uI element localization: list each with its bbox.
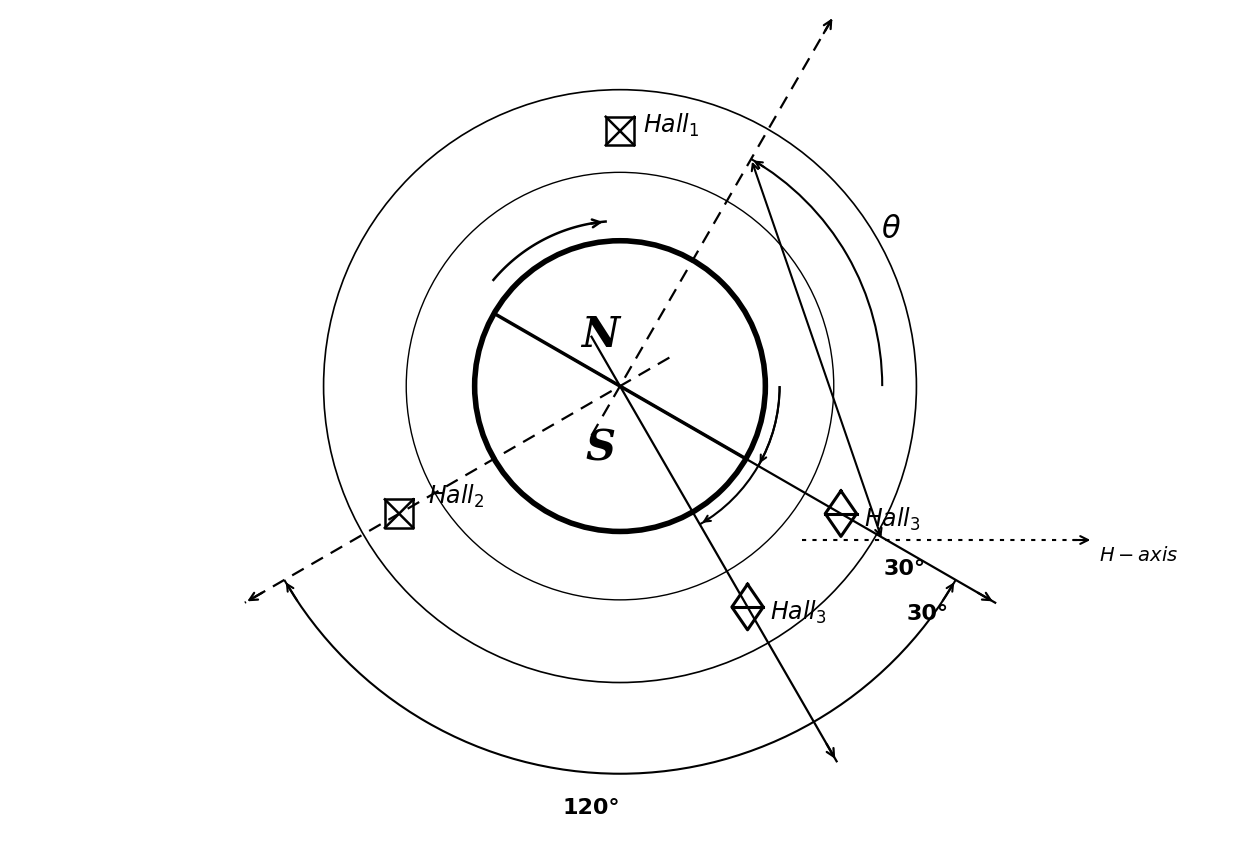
Circle shape [475, 241, 765, 532]
Text: 120°: 120° [563, 798, 620, 818]
Text: $H-axis$: $H-axis$ [1099, 546, 1178, 565]
Text: $Hall_2$: $Hall_2$ [428, 483, 484, 510]
Text: $Hall_3$: $Hall_3$ [770, 599, 827, 626]
Text: 30°: 30° [884, 559, 926, 579]
Text: N: N [582, 314, 619, 356]
Text: $Hall_1$: $Hall_1$ [642, 112, 699, 139]
Text: S: S [585, 428, 615, 469]
Text: 30°: 30° [906, 604, 949, 625]
Text: $\theta$: $\theta$ [882, 214, 901, 245]
Text: $Hall_3$: $Hall_3$ [864, 506, 920, 533]
